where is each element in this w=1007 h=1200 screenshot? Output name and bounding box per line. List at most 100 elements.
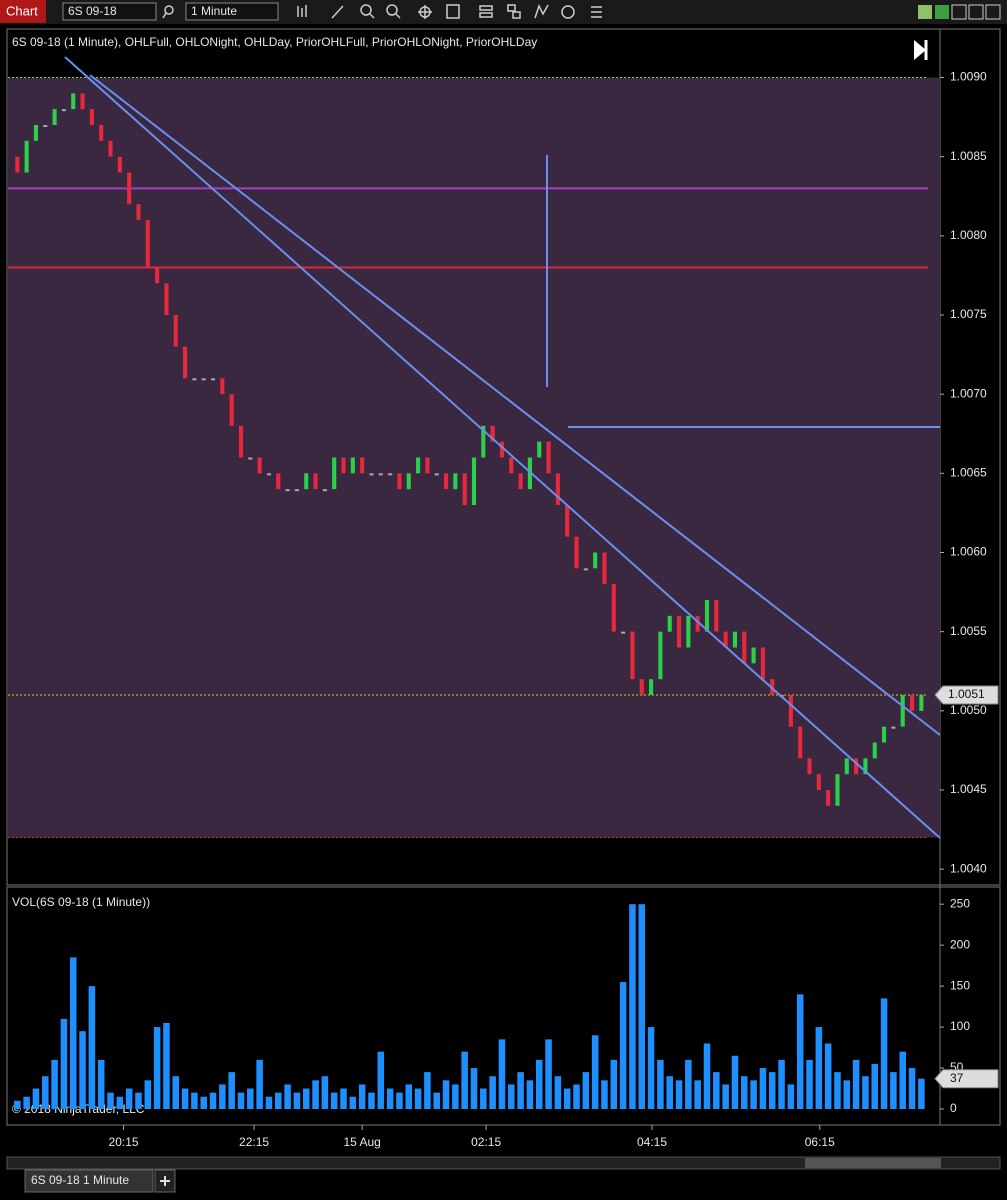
- volume-bar: [442, 1080, 450, 1109]
- volume-bar: [237, 1092, 245, 1109]
- candle: [108, 140, 113, 157]
- copyright: © 2018 NinjaTrader, LLC: [12, 1102, 145, 1116]
- candle: [919, 695, 924, 711]
- candle: [509, 457, 514, 474]
- minimize-button[interactable]: [951, 4, 967, 20]
- candle: [574, 536, 579, 569]
- scroll-thumb[interactable]: [805, 1158, 941, 1168]
- volume-bar: [107, 1092, 114, 1109]
- volume-bar: [191, 1092, 198, 1109]
- y-tick-label: 1.0065: [950, 466, 987, 480]
- volume-bar: [918, 1078, 925, 1109]
- candle: [704, 600, 710, 632]
- candle: [872, 742, 877, 759]
- volume-bar: [899, 1051, 906, 1109]
- scrollbar[interactable]: [6, 1156, 1001, 1170]
- volume-bar: [302, 1088, 310, 1109]
- volume-bar: [284, 1084, 291, 1109]
- volume-bar: [461, 1051, 468, 1109]
- y-tick-label: 1.0070: [950, 386, 987, 400]
- volume-bar: [163, 1022, 170, 1109]
- candle: [854, 758, 859, 775]
- interval: 1 Minute: [191, 4, 237, 18]
- candle: [621, 631, 626, 634]
- x-tick-label: 22:15: [239, 1135, 269, 1149]
- volume-bar: [97, 1059, 105, 1109]
- interval-select[interactable]: [185, 2, 279, 21]
- candle: [15, 156, 20, 173]
- candle: [99, 125, 104, 141]
- candle: [378, 473, 383, 476]
- volume-bar: [573, 1084, 580, 1109]
- candle: [406, 473, 411, 490]
- volume-bar: [293, 1092, 301, 1109]
- volume-bar: [657, 1059, 664, 1109]
- volume-bar: [843, 1080, 851, 1109]
- candle: [248, 457, 253, 460]
- volume-bar: [759, 1068, 767, 1109]
- volume-bar: [452, 1084, 459, 1109]
- close-button[interactable]: [985, 4, 1001, 20]
- last-price-marker: [934, 685, 999, 705]
- volume-bar: [209, 1092, 217, 1109]
- volume-bar: [32, 1088, 40, 1109]
- maximize-button[interactable]: [968, 4, 984, 20]
- volume-bar: [135, 1092, 142, 1109]
- volume-bar: [181, 1088, 189, 1109]
- link-button[interactable]: [918, 5, 932, 19]
- candle: [238, 425, 244, 458]
- link-button[interactable]: [935, 5, 949, 19]
- candle: [201, 378, 206, 381]
- drawing-objects[interactable]: [64, 56, 941, 839]
- candle: [136, 204, 141, 220]
- candle: [760, 647, 765, 680]
- volume-bar: [526, 1080, 534, 1109]
- candle: [257, 457, 262, 474]
- candle: [807, 758, 812, 775]
- candle: [639, 679, 644, 695]
- candle: [714, 600, 719, 632]
- candle: [555, 473, 560, 505]
- volume-bar: [647, 1027, 655, 1109]
- volume-bar: [508, 1084, 515, 1109]
- scroll-to-end[interactable]: [914, 40, 926, 60]
- y-tick-label: 1.0055: [950, 624, 987, 638]
- volume-bar: [619, 982, 627, 1109]
- instrument: 6S 09-18: [68, 4, 117, 18]
- volume-bar: [470, 1068, 478, 1109]
- candle: [285, 489, 290, 492]
- volume-bar: [862, 1076, 869, 1109]
- candle: [863, 758, 868, 775]
- candle: [649, 679, 654, 695]
- volume-bar: [545, 1039, 552, 1109]
- volume-bar: [741, 1076, 748, 1109]
- candle: [360, 457, 365, 474]
- volume-bar: [796, 994, 804, 1109]
- volume-bar: [386, 1088, 394, 1109]
- volume-bar: [340, 1088, 347, 1109]
- instrument-select[interactable]: [62, 2, 157, 21]
- volume-bar: [731, 1055, 739, 1109]
- candle: [220, 378, 225, 395]
- volume-bar: [125, 1088, 133, 1109]
- candle: [43, 125, 48, 127]
- candle: [210, 378, 216, 381]
- volume-bar: [69, 957, 77, 1109]
- candle: [416, 457, 421, 474]
- y-tick-label: 0: [950, 1101, 957, 1115]
- candle: [462, 473, 467, 505]
- volume-bar: [256, 1059, 263, 1109]
- candle: [826, 790, 831, 806]
- toolbar-icons[interactable]: [162, 4, 602, 19]
- candle: [732, 631, 738, 648]
- tab[interactable]: [24, 1169, 154, 1193]
- candle: [80, 93, 85, 110]
- candle: [835, 774, 840, 806]
- candle: [527, 457, 532, 490]
- candle: [425, 457, 430, 474]
- candle: [583, 568, 588, 571]
- candle: [434, 473, 439, 476]
- volume-bar: [480, 1088, 487, 1109]
- candle: [33, 125, 39, 141]
